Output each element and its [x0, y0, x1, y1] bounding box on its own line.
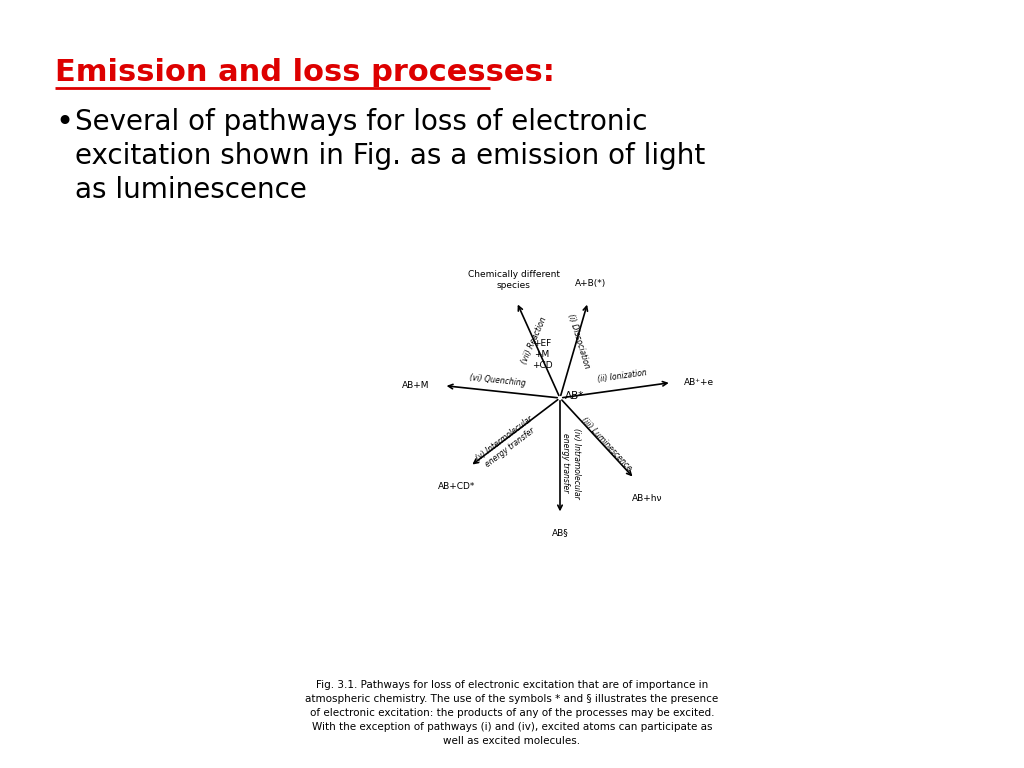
- Text: (iv) Intramolecular
energy transfer: (iv) Intramolecular energy transfer: [561, 428, 581, 498]
- Text: (iii) Luminescence: (iii) Luminescence: [580, 416, 634, 473]
- Text: (vi) Quenching: (vi) Quenching: [469, 373, 526, 389]
- Text: Emission and loss processes:: Emission and loss processes:: [55, 58, 555, 87]
- Text: Several of pathways for loss of electronic: Several of pathways for loss of electron…: [75, 108, 647, 136]
- Text: AB§: AB§: [552, 528, 568, 537]
- Text: AB⁺+e: AB⁺+e: [684, 378, 714, 387]
- Text: AB+hν: AB+hν: [632, 494, 663, 503]
- Text: excitation shown in Fig. as a emission of light: excitation shown in Fig. as a emission o…: [75, 142, 706, 170]
- Text: AB+M: AB+M: [402, 381, 430, 390]
- Text: (v) Intermolecular
energy transfer: (v) Intermolecular energy transfer: [474, 415, 541, 472]
- Text: AB*: AB*: [565, 391, 585, 401]
- Text: (vii) Reaction: (vii) Reaction: [519, 316, 548, 366]
- Text: AB+CD*: AB+CD*: [437, 482, 475, 491]
- Text: +EF
+M
+CD: +EF +M +CD: [531, 339, 552, 370]
- Text: •: •: [55, 108, 73, 137]
- Text: as luminescence: as luminescence: [75, 176, 307, 204]
- Text: (i) Dissociation: (i) Dissociation: [566, 313, 591, 369]
- Text: A+B(*): A+B(*): [575, 279, 606, 288]
- Text: Chemically different
species: Chemically different species: [468, 270, 559, 290]
- Text: (ii) Ionization: (ii) Ionization: [597, 369, 647, 384]
- Text: Fig. 3.1. Pathways for loss of electronic excitation that are of importance in
a: Fig. 3.1. Pathways for loss of electroni…: [305, 680, 719, 746]
